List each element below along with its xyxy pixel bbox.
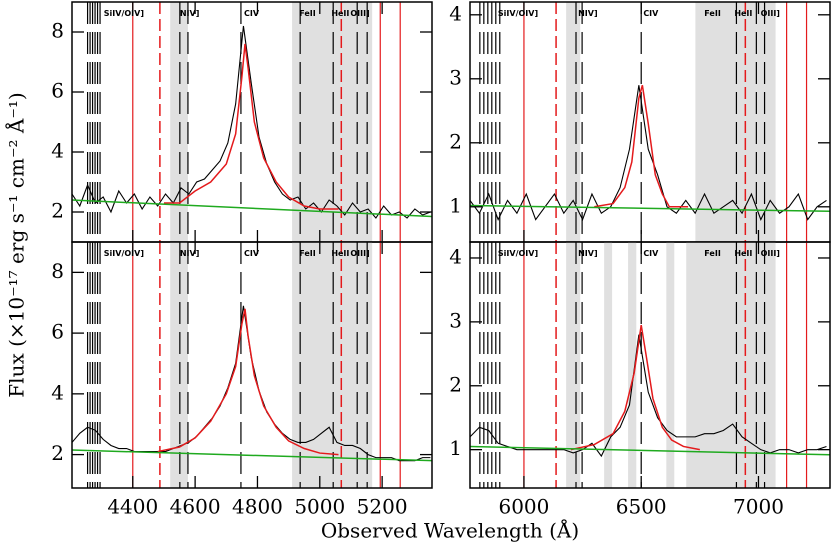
panel	[470, 242, 830, 488]
x-tick-label: 5000	[294, 495, 345, 519]
spectrum-line	[470, 204, 830, 213]
panel-frame	[71, 1, 433, 243]
spectrum-line	[470, 85, 827, 222]
panel-frame	[469, 241, 831, 489]
line-label: HeII	[331, 9, 349, 18]
y-tick-label: 8	[51, 19, 64, 43]
line-label: OIII]	[761, 9, 780, 18]
x-axis-label: Observed Wavelength (Å)	[321, 518, 579, 543]
line-label: FeII	[704, 9, 721, 18]
x-tick-label: 4600	[170, 495, 221, 519]
spectrum-line	[72, 199, 432, 218]
panel	[72, 2, 432, 242]
panel	[470, 2, 830, 242]
line-label: HeII	[734, 249, 752, 258]
shaded-region	[666, 242, 675, 488]
spectrum-line	[470, 445, 830, 456]
line-label: CIV	[643, 249, 659, 258]
shaded-region	[686, 242, 776, 488]
spectrum-line	[72, 25, 431, 219]
y-tick-label: 6	[51, 320, 64, 344]
spectrum-line	[157, 308, 339, 456]
line-label: FeII	[704, 249, 721, 258]
x-tick-label: 6500	[616, 495, 667, 519]
y-tick-label: 2	[449, 372, 462, 396]
line-label: NIV]	[180, 249, 200, 258]
spectrum-line	[72, 449, 432, 462]
line-label: OIII]	[761, 249, 780, 258]
spectrum-line	[470, 334, 827, 458]
y-tick-label: 4	[449, 1, 462, 25]
shaded-region	[604, 242, 613, 488]
line-label: SiIV/OIV]	[104, 249, 144, 258]
x-tick-label: 6000	[498, 495, 549, 519]
y-tick-label: 2	[51, 441, 64, 465]
y-tick-label: 4	[449, 244, 462, 268]
line-label: CIV	[643, 9, 659, 18]
spectrum-line	[72, 305, 431, 462]
y-tick-label: 8	[51, 259, 64, 283]
x-tick-label: 7000	[733, 495, 784, 519]
panel	[72, 242, 432, 488]
y-tick-label: 2	[449, 129, 462, 153]
line-label: SiIV/OIV]	[498, 9, 538, 18]
spectrum-line	[570, 324, 700, 451]
shaded-region	[628, 242, 637, 488]
line-label: OIII]	[350, 249, 369, 258]
y-tick-label: 1	[449, 193, 462, 217]
line-label: SiIV/OIV]	[104, 9, 144, 18]
x-tick-label: 4800	[232, 495, 283, 519]
shaded-region	[170, 242, 188, 488]
shaded-region	[292, 242, 373, 488]
y-tick-label: 2	[51, 199, 64, 223]
x-tick-label: 5200	[357, 495, 408, 519]
line-label: NIV]	[180, 9, 200, 18]
line-label: SiIV/OIV]	[498, 249, 538, 258]
line-label: NIV]	[578, 249, 598, 258]
y-tick-label: 6	[51, 79, 64, 103]
panel-frame	[71, 241, 433, 489]
line-label: FeII	[299, 249, 316, 258]
line-label: CIV	[244, 9, 260, 18]
shaded-region	[566, 242, 581, 488]
line-label: OIII]	[350, 9, 369, 18]
y-tick-label: 1	[449, 436, 462, 460]
shaded-region	[695, 2, 776, 242]
shaded-region	[566, 2, 581, 242]
x-tick-label: 4400	[107, 495, 158, 519]
y-tick-label: 4	[51, 139, 64, 163]
spectrum-line	[594, 85, 689, 208]
line-label: FeII	[299, 9, 316, 18]
line-label: HeII	[331, 249, 349, 258]
line-label: NIV]	[578, 9, 598, 18]
spectrum-line	[163, 43, 339, 210]
line-label: HeII	[734, 9, 752, 18]
shaded-region	[170, 2, 188, 242]
y-axis-label: Flux (×10⁻¹⁷ erg s⁻¹ cm⁻² Å⁻¹)	[4, 92, 29, 397]
y-tick-label: 4	[51, 380, 64, 404]
line-label: CIV	[244, 249, 260, 258]
y-tick-label: 3	[449, 65, 462, 89]
y-tick-label: 3	[449, 308, 462, 332]
